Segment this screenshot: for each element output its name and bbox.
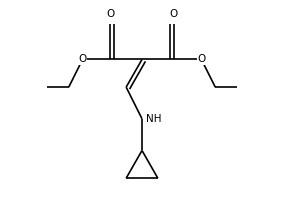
Text: O: O [106,9,114,19]
Text: O: O [170,9,178,19]
Text: NH: NH [146,114,162,124]
Text: O: O [78,54,87,64]
Text: O: O [197,54,206,64]
